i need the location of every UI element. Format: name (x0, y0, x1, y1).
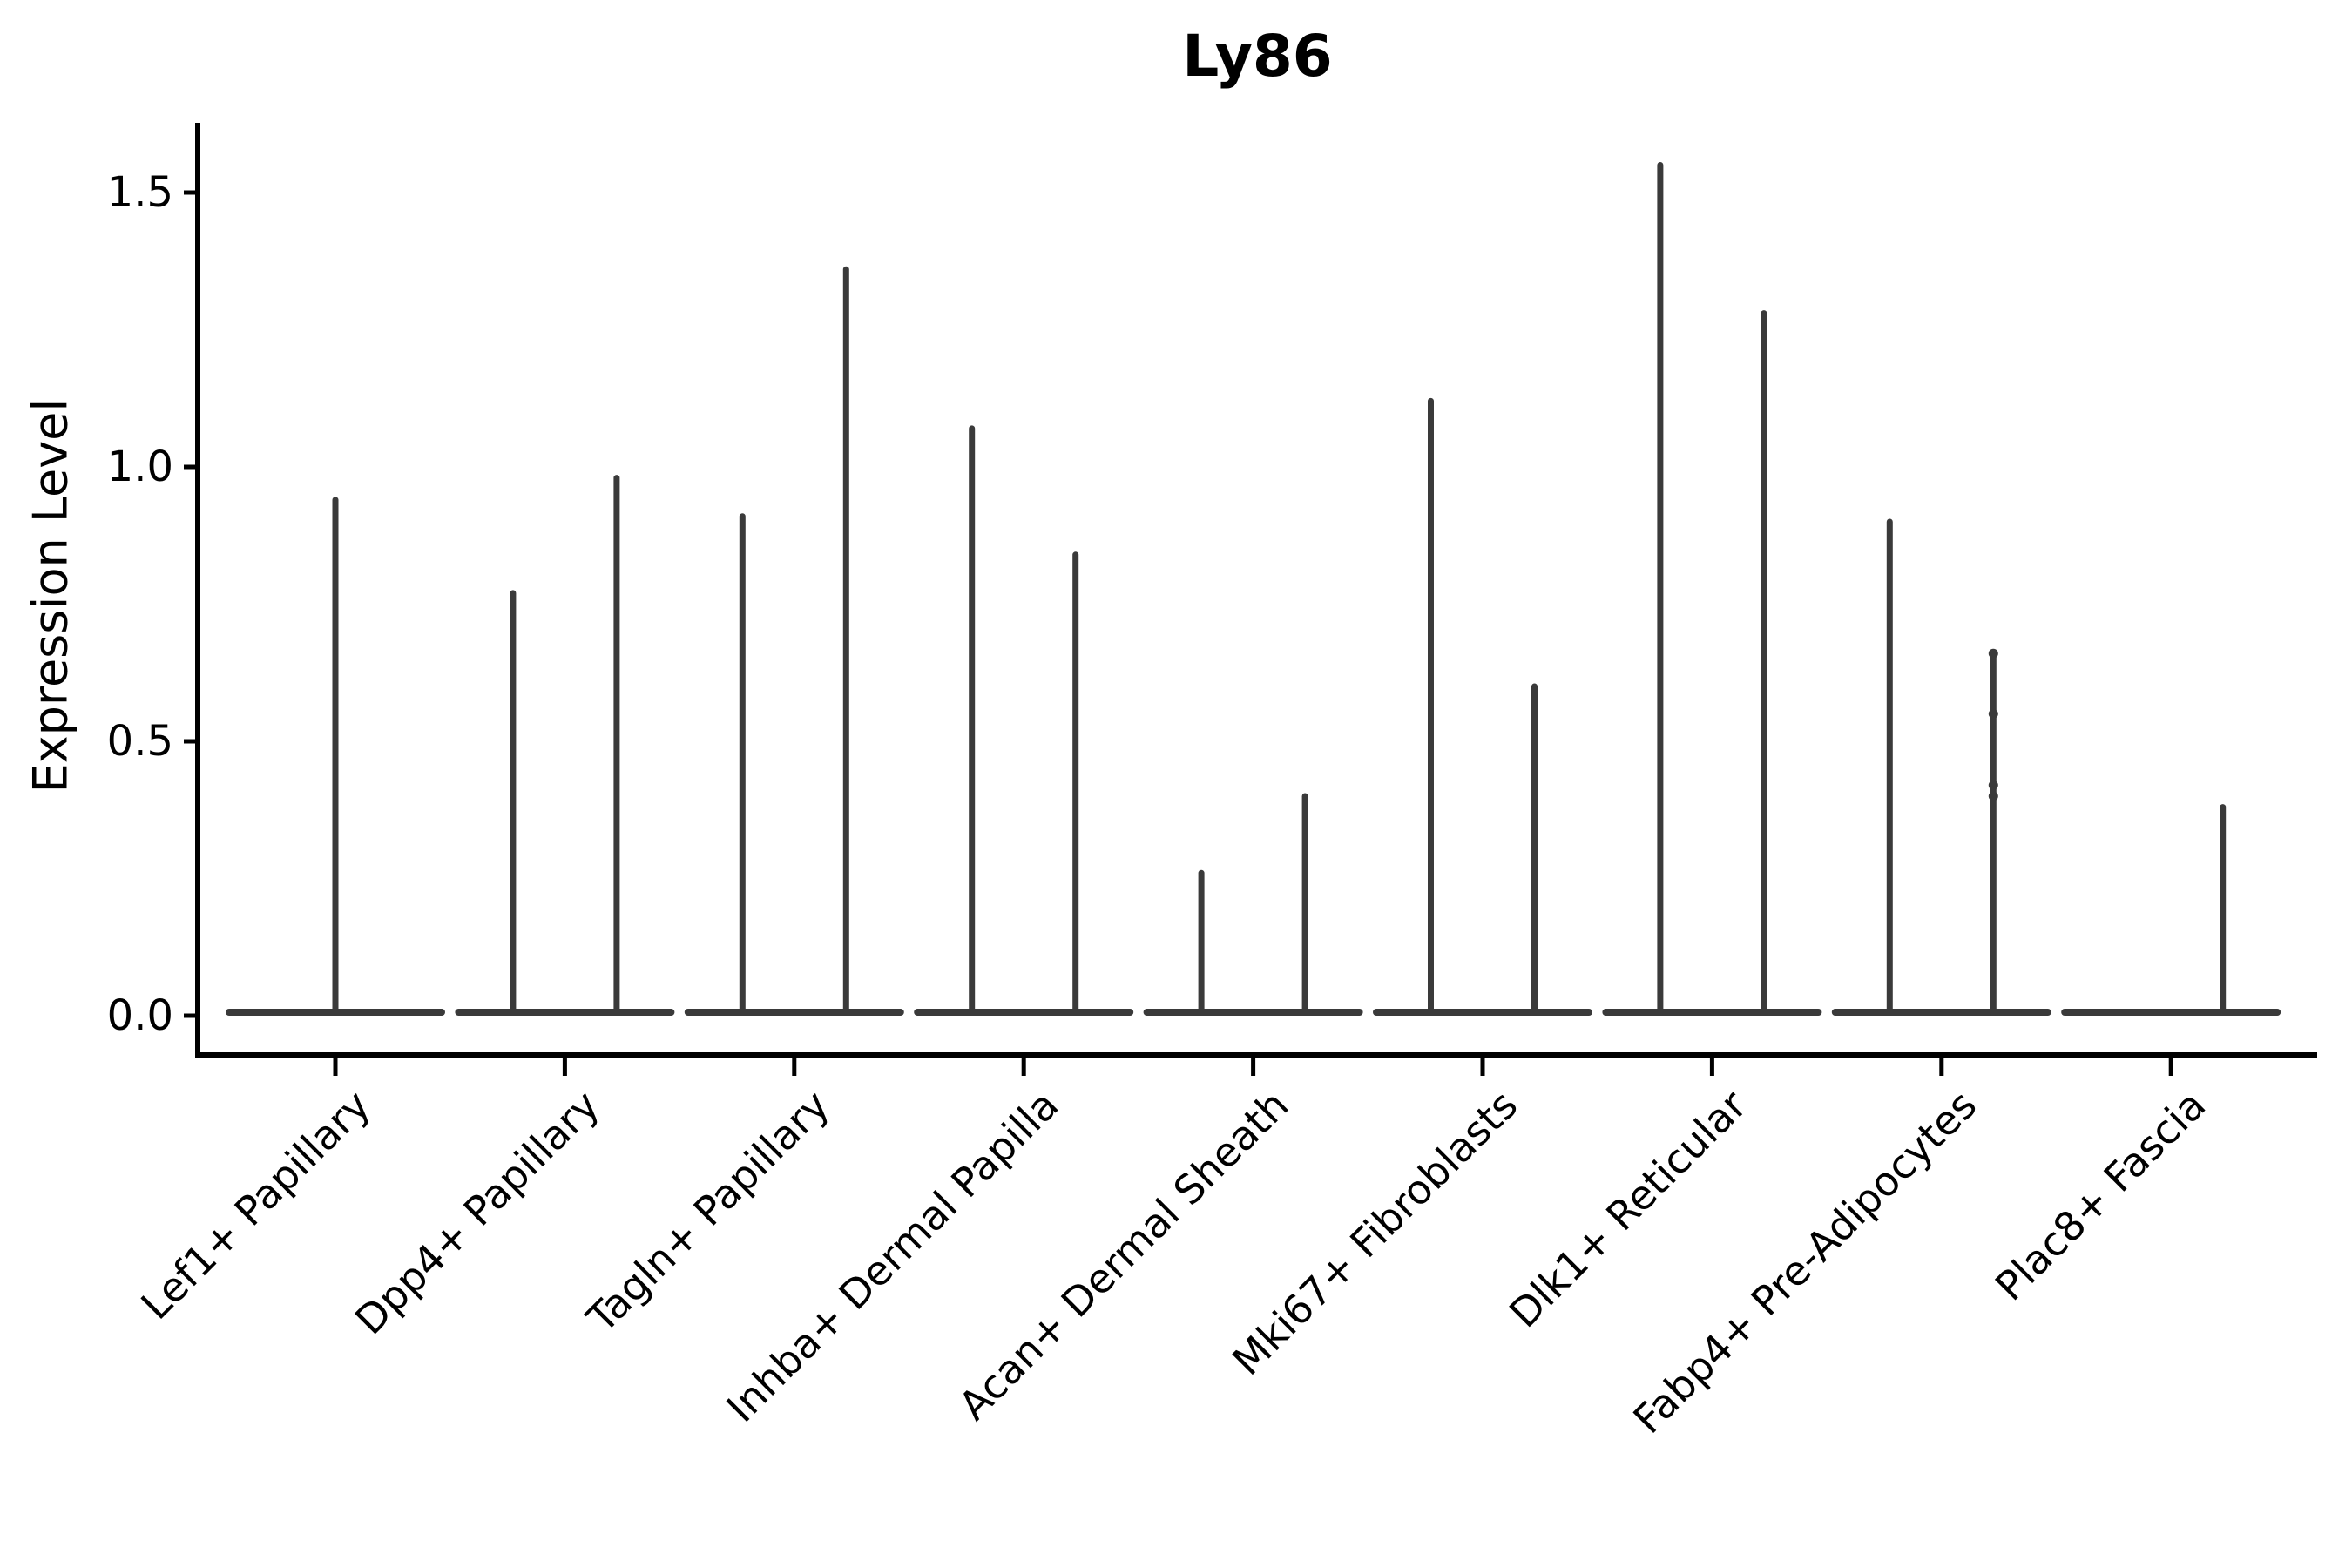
y-tick-label: 0.0 (106, 991, 173, 1040)
y-tick-label: 1.0 (106, 443, 173, 491)
expression-point (1988, 780, 1998, 790)
y-tick-label: 1.5 (106, 168, 173, 217)
expression-point (1988, 648, 1998, 659)
expression-point (1988, 709, 1998, 719)
chart-title: Ly86 (1182, 23, 1333, 90)
expression-point (1988, 791, 1998, 801)
y-tick-label: 0.5 (106, 717, 173, 766)
